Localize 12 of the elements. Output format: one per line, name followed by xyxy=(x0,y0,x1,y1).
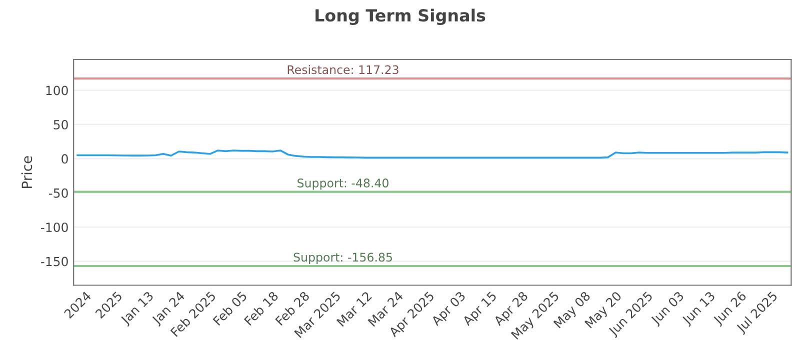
y-tick-label: 50 xyxy=(54,120,68,130)
y-tick-label: -150 xyxy=(40,256,68,266)
ref-line-label: Resistance: 117.23 xyxy=(288,65,398,74)
line-series xyxy=(76,150,788,159)
y-tick-label: 0 xyxy=(62,154,68,164)
ref-line-label: Support: -156.85 xyxy=(294,252,392,264)
y-tick-label: 100 xyxy=(46,86,68,96)
y-tick-label: -100 xyxy=(40,222,68,232)
chart-title: Long Term Signals xyxy=(316,8,486,26)
y-tick-label: -50 xyxy=(48,188,68,198)
y-axis-title: Price xyxy=(21,156,32,188)
ref-line-label: Support: -48.40 xyxy=(298,178,388,190)
